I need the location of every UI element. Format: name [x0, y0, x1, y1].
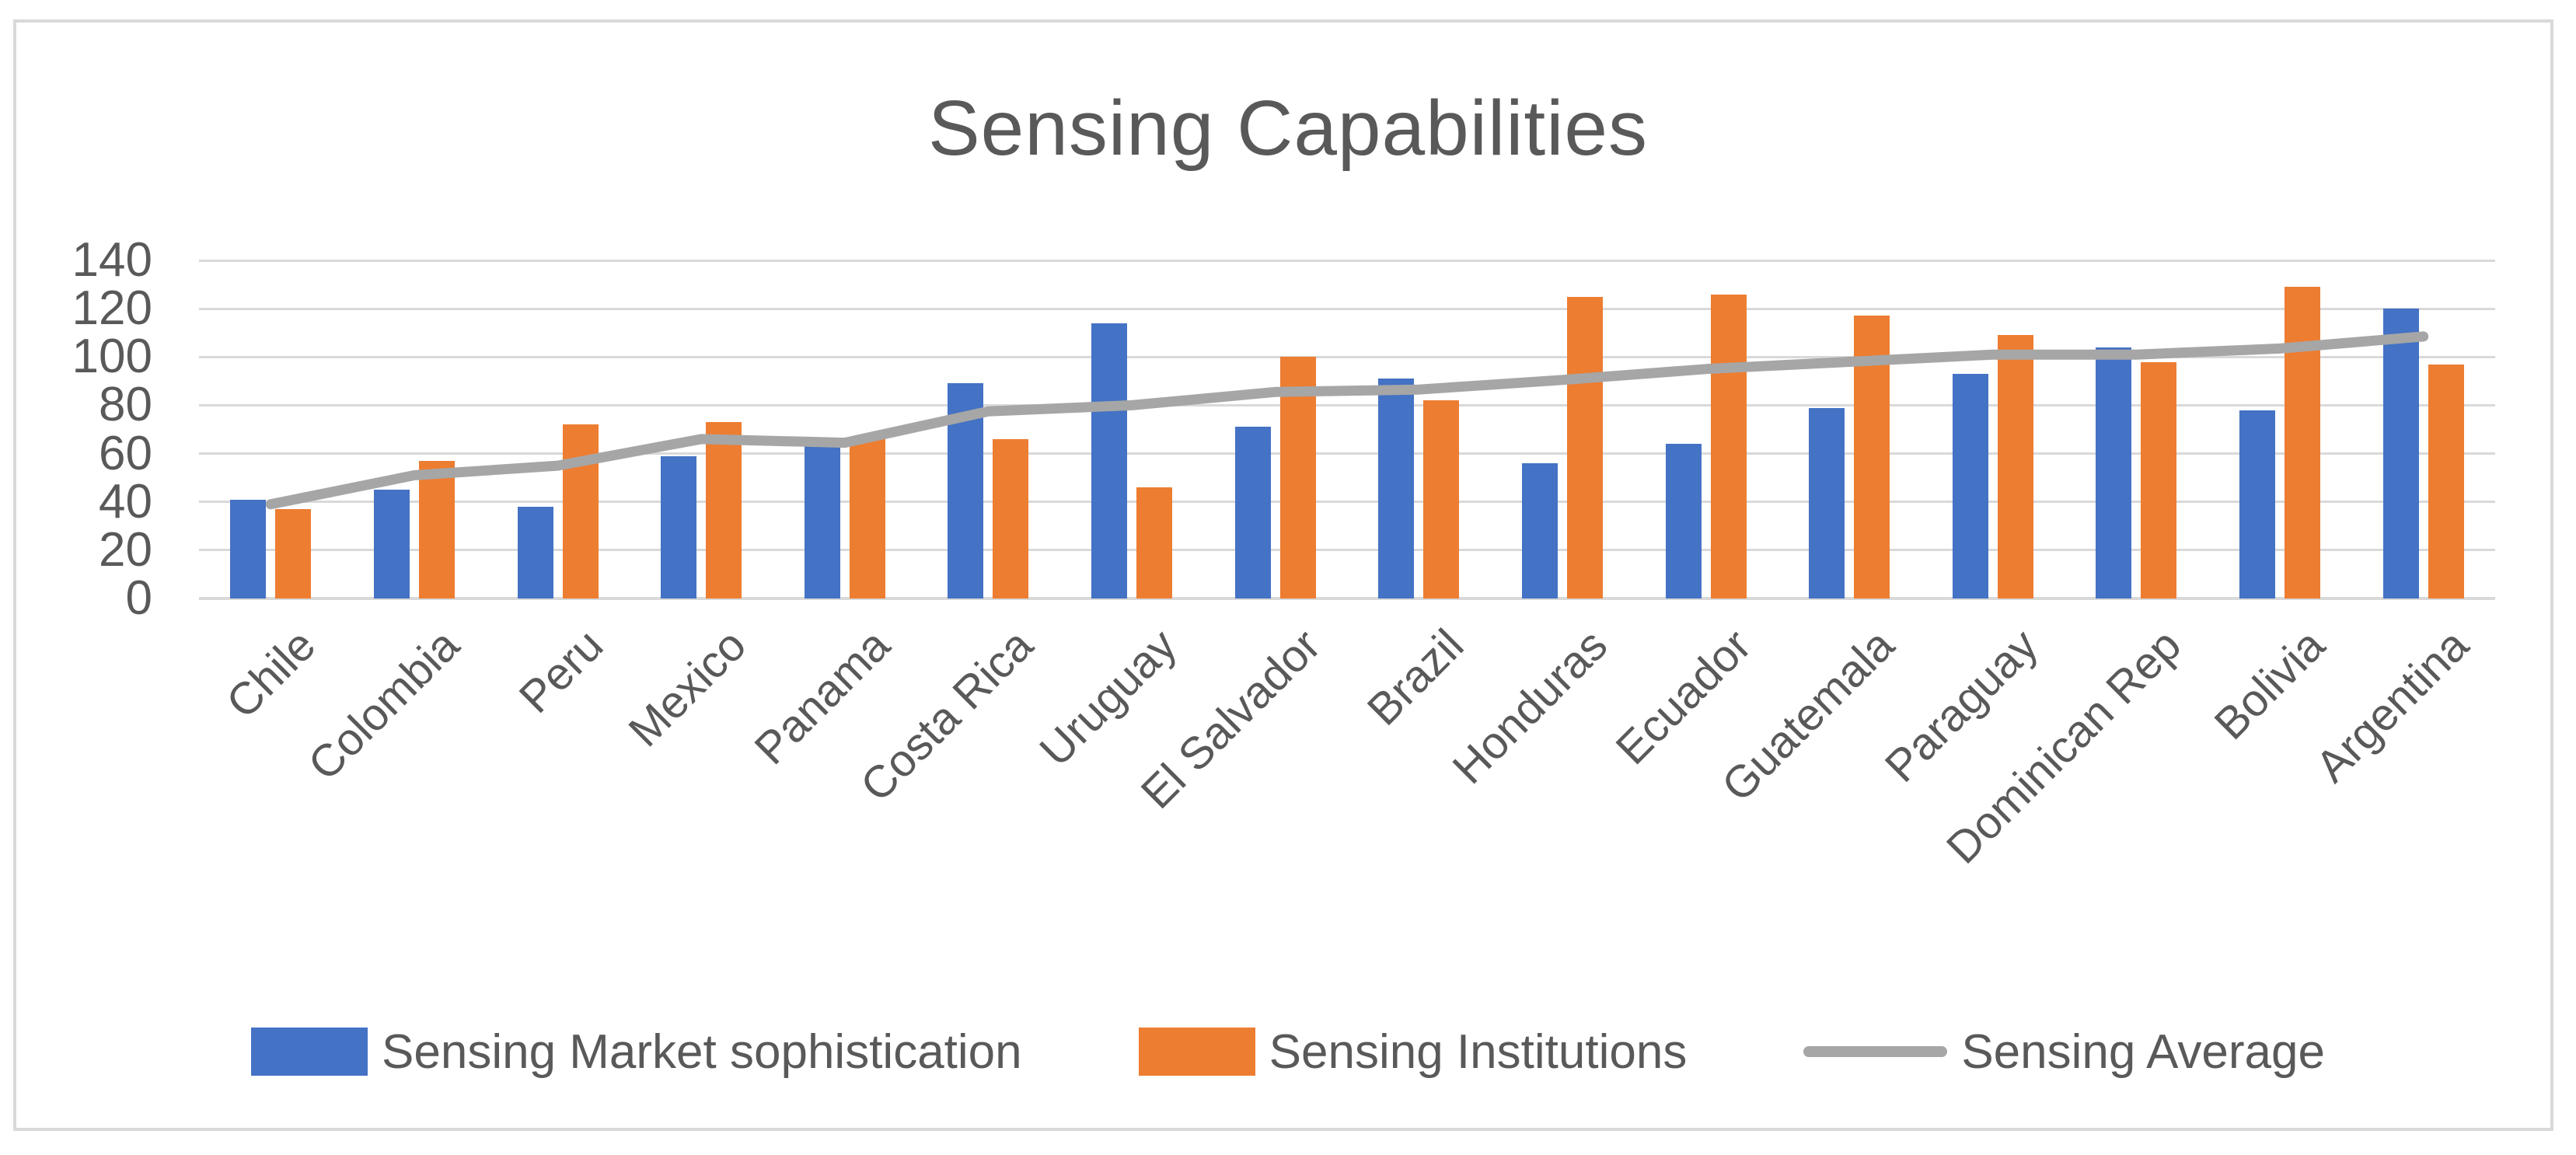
legend-item-market-sophistication: Sensing Market sophistication [251, 1024, 1022, 1080]
bar-group-brazil [1347, 260, 1491, 598]
average-line [265, 331, 2429, 510]
average-polyline [265, 331, 2429, 510]
bar-institutions [2285, 287, 2321, 598]
bar-market-sophistication [1378, 379, 1415, 598]
bar-market-sophistication [230, 499, 267, 598]
bar-market-sophistication [2382, 309, 2419, 598]
bar-group-argentina [2351, 260, 2495, 598]
bar-institutions [706, 422, 742, 598]
bar-market-sophistication [2096, 347, 2132, 598]
legend-item-institutions: Sensing Institutions [1138, 1024, 1688, 1080]
y-tick-label: 120 [72, 281, 152, 336]
bar-institutions [2141, 361, 2177, 598]
bar-group-mexico [630, 260, 773, 598]
bar-market-sophistication [1809, 407, 1845, 598]
legend-label: Sensing Average [1961, 1024, 2325, 1079]
bar-institutions [849, 438, 885, 598]
gridline [199, 452, 2495, 455]
bar-institutions [1423, 400, 1460, 598]
bar-market-sophistication [1952, 374, 1988, 598]
bar-institutions [2428, 364, 2464, 598]
legend-label: Sensing Institutions [1269, 1024, 1688, 1079]
bar-market-sophistication [1521, 463, 1558, 598]
bar-group-peru [486, 260, 630, 598]
bar-institutions [562, 424, 599, 598]
blue-swatch-icon [251, 1028, 368, 1076]
y-tick-label: 80 [99, 378, 152, 432]
orange-swatch-icon [1138, 1028, 1255, 1076]
y-tick-label: 40 [99, 474, 152, 529]
bar-group-honduras [1491, 260, 1635, 598]
y-tick-label: 0 [125, 571, 152, 625]
bar-group-el-salvador [1203, 260, 1347, 598]
gridline [199, 549, 2495, 552]
bar-market-sophistication [1665, 444, 1702, 598]
bar-market-sophistication [517, 506, 553, 598]
bar-institutions [1136, 487, 1173, 598]
x-axis-line [199, 597, 2495, 600]
bar-institutions [1566, 296, 1603, 598]
bar-group-dominican-rep [2065, 260, 2208, 598]
legend: Sensing Market sophistication Sensing In… [0, 1024, 2576, 1079]
bar-group-ecuador [1634, 260, 1778, 598]
gridline [199, 403, 2495, 407]
bar-group-colombia [343, 260, 487, 598]
bar-market-sophistication [373, 490, 410, 598]
y-tick-label: 20 [99, 522, 152, 577]
gray-line-swatch-icon [1803, 1046, 1948, 1057]
chart-title: Sensing Capabilities [927, 85, 1649, 172]
bar-market-sophistication [804, 446, 840, 598]
gridline [199, 501, 2495, 504]
y-tick-label: 60 [99, 426, 152, 480]
bar-market-sophistication [1091, 323, 1128, 598]
bar-group-paraguay [1922, 260, 2065, 598]
legend-item-average: Sensing Average [1803, 1024, 2325, 1080]
bar-group-panama [773, 260, 917, 598]
bar-group-uruguay [1060, 260, 1204, 598]
bar-institutions [1279, 357, 1316, 598]
bar-institutions [1997, 335, 2033, 598]
gridline [199, 355, 2495, 358]
bar-institutions [275, 509, 312, 598]
bar-market-sophistication [661, 455, 697, 598]
bar-institutions [1710, 294, 1747, 598]
bar-market-sophistication [2239, 410, 2276, 598]
bar-group-bolivia [2208, 260, 2352, 598]
bar-institutions [418, 460, 455, 598]
gridline [199, 259, 2495, 262]
legend-label: Sensing Market sophistication [382, 1024, 1022, 1079]
y-tick-label: 100 [72, 330, 152, 384]
bar-group-chile [199, 260, 343, 598]
bar-market-sophistication [1234, 427, 1271, 598]
y-tick-label: 140 [72, 233, 152, 287]
plot-area [199, 259, 2495, 600]
bar-institutions [993, 438, 1029, 598]
gridline [199, 307, 2495, 310]
